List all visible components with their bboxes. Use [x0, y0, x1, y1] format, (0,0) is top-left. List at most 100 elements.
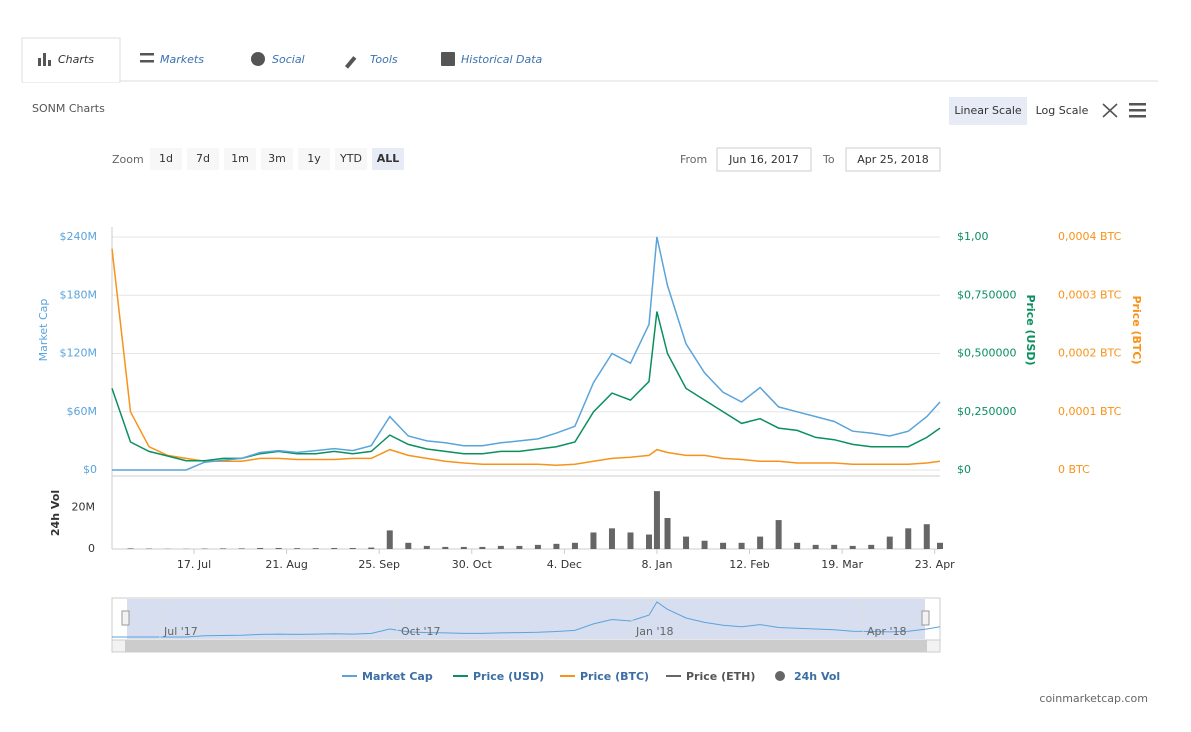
x-tick-label: 12. Feb — [729, 558, 769, 571]
zoom-button[interactable]: 1y — [307, 152, 321, 165]
zoom-button-bg[interactable] — [335, 148, 367, 170]
y2-tick-label: $0,250000 — [957, 405, 1017, 418]
y2-tick-label: $0,750000 — [957, 288, 1017, 301]
tab[interactable]: Charts — [58, 53, 94, 66]
tab[interactable]: Markets — [160, 53, 204, 66]
y3-axis-title: Price (BTC) — [1130, 295, 1143, 364]
from-date[interactable]: Jun 16, 2017 — [728, 153, 799, 166]
vol-tick-label: 20M — [72, 501, 96, 514]
to-label: To — [822, 153, 835, 166]
y2-tick-label: $1,00 — [957, 230, 989, 243]
legend-label[interactable]: Market Cap — [362, 670, 433, 683]
y-tick-label: $240M — [60, 230, 98, 243]
volume-bar — [937, 542, 943, 549]
volume-bar — [553, 543, 560, 549]
y-tick-label: $120M — [60, 347, 98, 360]
y-axis-title: Market Cap — [37, 299, 50, 362]
volume-bar — [775, 520, 782, 549]
volume-bar — [720, 542, 727, 549]
y-tick-label: $180M — [60, 288, 98, 301]
zoom-button[interactable]: 1d — [159, 152, 173, 165]
navigator-label: Jul '17 — [163, 625, 198, 638]
navigator-handle[interactable] — [121, 610, 130, 626]
to-date[interactable]: Apr 25, 2018 — [857, 153, 929, 166]
vol-axis-title: 24h Vol — [49, 490, 62, 536]
zoom-button-bg[interactable] — [224, 148, 256, 170]
volume-bar — [849, 545, 856, 549]
navigator-label: Jan '18 — [635, 625, 673, 638]
tab-icons — [140, 52, 455, 69]
scrollbar-thumb[interactable] — [125, 640, 927, 652]
zoom-button-bg[interactable] — [372, 148, 404, 170]
to-input[interactable] — [845, 147, 941, 172]
scale-button[interactable]: Linear Scale — [954, 104, 1022, 117]
volume-bar — [590, 532, 597, 549]
from-input[interactable] — [716, 147, 812, 172]
legend-label[interactable]: Price (ETH) — [686, 670, 755, 683]
series-line — [111, 311, 941, 462]
zoom-button[interactable]: 7d — [196, 152, 210, 165]
scale-button[interactable]: Log Scale — [1036, 104, 1089, 117]
volume-bar — [238, 548, 245, 549]
volume-bar — [460, 546, 467, 549]
volume-bar — [405, 542, 412, 549]
y3-tick-label: 0,0003 BTC — [1058, 288, 1122, 301]
navigator-label: Apr '18 — [867, 625, 907, 638]
navigator-handle[interactable] — [921, 610, 930, 626]
zoom-button[interactable]: 1m — [231, 152, 249, 165]
volume-bar — [386, 530, 393, 549]
legend-label[interactable]: Price (BTC) — [580, 670, 649, 683]
x-tick-label: 17. Jul — [177, 558, 211, 571]
volume-bar — [608, 528, 615, 549]
volume-bar — [497, 545, 504, 549]
fullscreen-icon — [1102, 103, 1118, 118]
series-line — [111, 248, 941, 467]
legend-label[interactable]: Price (USD) — [473, 670, 544, 683]
x-tick-label: 30. Oct — [452, 558, 493, 571]
volume-bar — [331, 547, 338, 549]
legend-label[interactable]: 24h Vol — [794, 670, 840, 683]
zoom-button-bg[interactable] — [261, 148, 293, 170]
zoom-button-bg[interactable] — [150, 148, 182, 170]
menu-icon[interactable] — [1129, 103, 1146, 118]
volume-bar — [646, 534, 653, 549]
y2-tick-label: $0,500000 — [957, 347, 1017, 360]
tab[interactable]: Social — [272, 53, 305, 66]
tab-icon — [38, 53, 51, 66]
y-tick-label: $0 — [83, 463, 97, 476]
volume-bar — [516, 545, 523, 549]
zoom-button-bg[interactable] — [298, 148, 330, 170]
volume-bar — [923, 524, 930, 549]
x-tick-label: 4. Dec — [547, 558, 582, 571]
y3-tick-label: 0,0001 BTC — [1058, 405, 1122, 418]
tab[interactable]: Historical Data — [461, 53, 543, 66]
volume-bar — [794, 542, 801, 549]
volume-bar — [627, 532, 634, 549]
volume-bar — [738, 542, 745, 549]
y3-tick-label: 0,0002 BTC — [1058, 347, 1122, 360]
legend-symbol — [775, 671, 785, 681]
tab[interactable]: Tools — [370, 53, 398, 66]
zoom-button[interactable]: ALL — [377, 152, 400, 165]
navigator-line — [112, 601, 941, 638]
linear-scale-bg — [949, 97, 1027, 125]
volume-bar — [257, 547, 264, 549]
volume-bar — [368, 547, 375, 549]
volume-bar — [812, 544, 819, 549]
volume-bar — [664, 518, 671, 549]
chart-title: SONM Charts — [32, 102, 105, 115]
volume-bar — [127, 548, 134, 549]
volume-bar — [571, 542, 578, 549]
x-tick-label: 8. Jan — [641, 558, 672, 571]
x-tick-label: 25. Sep — [358, 558, 400, 571]
y2-tick-label: $0 — [957, 463, 971, 476]
credit: coinmarketcap.com — [1039, 692, 1148, 705]
volume-bar — [653, 491, 660, 549]
volume-bar — [868, 544, 875, 549]
zoom-button[interactable]: YTD — [339, 152, 362, 165]
volume-bar — [683, 536, 690, 549]
zoom-label: Zoom — [112, 153, 144, 166]
zoom-button[interactable]: 3m — [268, 152, 286, 165]
zoom-button-bg[interactable] — [187, 148, 219, 170]
